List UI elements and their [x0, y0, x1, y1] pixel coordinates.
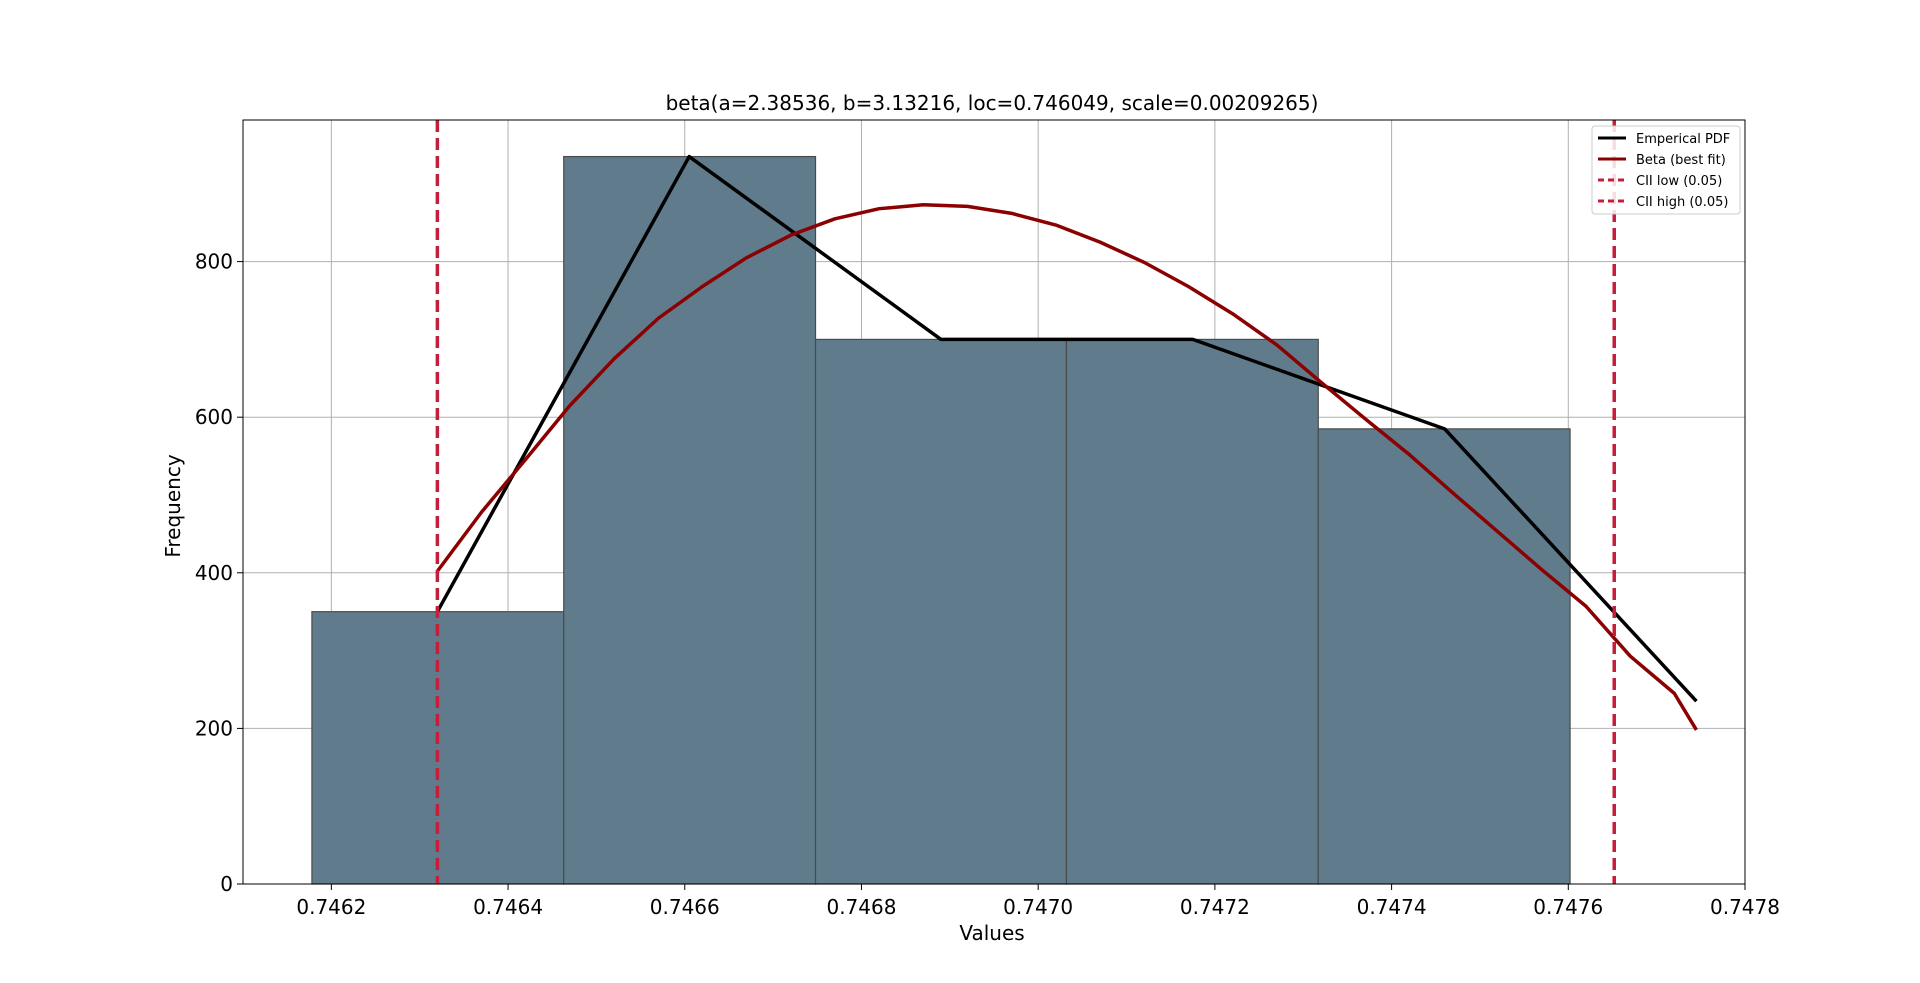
y-tick-label: 400 — [195, 561, 233, 585]
x-tick-label: 0.7478 — [1710, 895, 1780, 919]
x-tick-label: 0.7468 — [826, 895, 896, 919]
histogram-bar — [814, 338, 1068, 885]
y-tick-label: 0 — [220, 872, 233, 896]
legend-label: CII low (0.05) — [1636, 174, 1722, 189]
x-axis-label: Values — [959, 921, 1024, 945]
legend-label: Beta (best fit) — [1636, 153, 1726, 168]
axis-ticks: 0.7462 0.7464 0.7466 0.7468 0.7470 0.7472 0.74… — [195, 250, 1780, 919]
x-tick-label: 0.7464 — [473, 895, 543, 919]
y-tick-label: 200 — [195, 716, 233, 740]
series-lines — [435, 120, 1698, 884]
legend-label: CII high (0.05) — [1636, 195, 1728, 210]
x-tick-label: 0.7474 — [1357, 895, 1427, 919]
histogram-bar — [311, 611, 565, 885]
legend-box — [1591, 125, 1741, 215]
histogram-bar — [1065, 338, 1319, 885]
empirical-pdf-line — [435, 154, 1698, 703]
legend: Emperical PDF Beta (best fit) CII low (0.0… — [1591, 125, 1741, 215]
x-tick-label: 0.7462 — [296, 895, 366, 919]
x-tick-label: 0.7470 — [1003, 895, 1073, 919]
y-tick-label: 600 — [195, 405, 233, 429]
histogram-bar — [563, 155, 817, 885]
histogram-bars — [311, 155, 1571, 885]
beta-fit-line — [435, 203, 1698, 731]
histogram-bar — [1317, 428, 1571, 885]
y-tick-label: 800 — [195, 250, 233, 274]
legend-label: Emperical PDF — [1636, 132, 1730, 147]
y-axis-label: Frequency — [161, 454, 185, 557]
axes-frame — [242, 119, 1746, 885]
chart-title: beta(a=2.38536, b=3.13216, loc=0.746049,… — [666, 91, 1319, 115]
x-tick-label: 0.7472 — [1180, 895, 1250, 919]
x-tick-label: 0.7466 — [650, 895, 720, 919]
x-tick-label: 0.7476 — [1533, 895, 1603, 919]
